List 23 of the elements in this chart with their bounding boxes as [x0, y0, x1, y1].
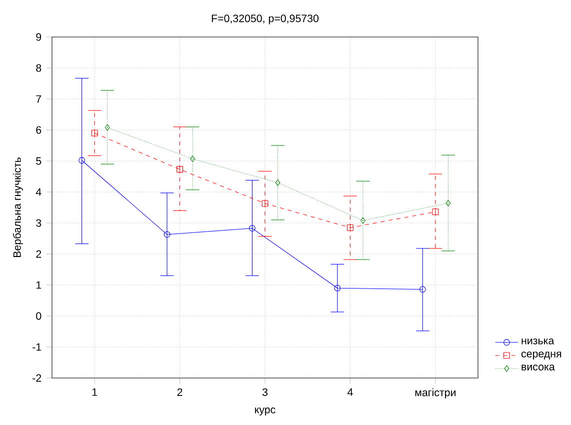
y-tick-label: 0 [36, 312, 42, 320]
x-tick-label: 3 [262, 388, 268, 396]
legend-label: середня [521, 352, 562, 360]
y-tick-label: 8 [36, 64, 42, 72]
x-tick-label: 1 [92, 388, 98, 396]
chart-title: F=0,32050, p=0,95730 [212, 14, 319, 24]
y-tick-label: 1 [36, 281, 42, 289]
y-tick-label: 4 [36, 188, 42, 196]
legend-label: висока [522, 364, 555, 371]
x-tick-label: 2 [177, 388, 182, 396]
y-tick-label: 5 [36, 157, 42, 165]
x-tick-label: 4 [347, 388, 353, 396]
y-tick-label: 9 [36, 33, 42, 41]
y-tick-label: 6 [36, 126, 42, 134]
x-axis-title: курс [255, 408, 276, 416]
y-tick-label: 3 [36, 219, 42, 227]
y-tick-label: -1 [32, 343, 42, 351]
y-tick-label: 7 [36, 95, 42, 103]
x-tick-label: магістри [415, 388, 456, 398]
legend-label: низька [522, 338, 554, 344]
y-axis-title: Вербальна гнучкість [12, 158, 23, 258]
y-tick-label: 2 [36, 250, 42, 258]
y-tick-label: -2 [32, 374, 42, 382]
